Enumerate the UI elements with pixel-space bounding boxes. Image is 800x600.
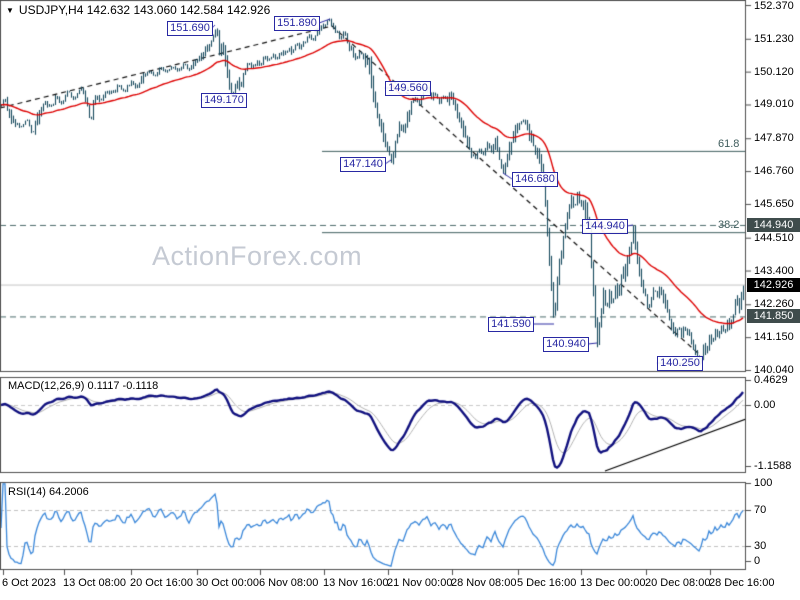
chart-window: ▼ USDJPY,H4 142.632 143.060 142.584 142.9… (0, 0, 800, 600)
chart-canvas[interactable] (0, 0, 800, 600)
